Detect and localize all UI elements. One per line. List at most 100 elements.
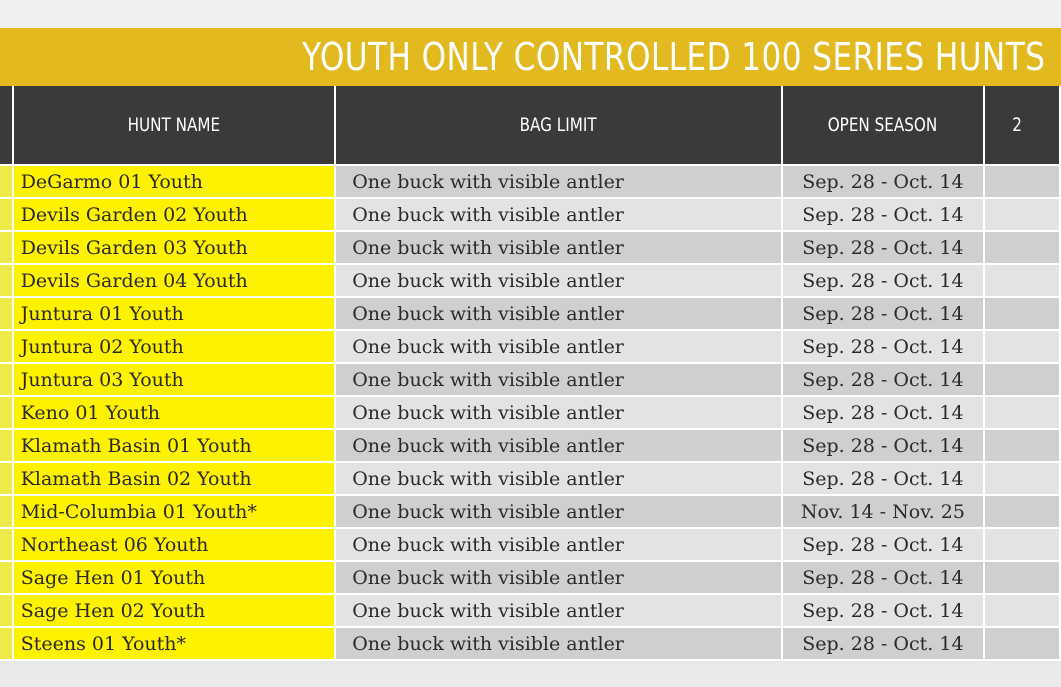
- open-season-cell: Sep. 28 - Oct. 14: [781, 198, 985, 232]
- table-row: Mid-Columbia 01 Youth* One buck with visi…: [0, 495, 1061, 529]
- column-header-unit: [0, 86, 14, 166]
- table-row: Steens 01 Youth* One buck with visible an…: [0, 627, 1061, 661]
- unit-cell: [0, 396, 14, 430]
- bag-limit-cell: One buck with visible antler: [335, 396, 783, 430]
- bag-limit-cell: One buck with visible antler: [335, 561, 783, 595]
- partial-cell: [983, 297, 1061, 331]
- partial-cell: [983, 264, 1061, 298]
- bag-limit-cell: One buck with visible antler: [335, 528, 783, 562]
- column-header-bag-limit: BAG LIMIT: [335, 86, 783, 166]
- hunt-name-cell: Devils Garden 03 Youth: [12, 231, 337, 265]
- open-season-cell: Sep. 28 - Oct. 14: [781, 594, 985, 628]
- column-header-hunt-name: HUNT NAME: [12, 86, 337, 166]
- table-row: Northeast 06 Youth One buck with visible …: [0, 528, 1061, 562]
- hunts-table: HUNT NAME BAG LIMIT OPEN SEASON 2 DeGarm…: [0, 86, 1061, 661]
- unit-cell: [0, 165, 14, 199]
- open-season-cell: Sep. 28 - Oct. 14: [781, 396, 985, 430]
- hunt-name-cell: Northeast 06 Youth: [12, 528, 337, 562]
- partial-cell: [983, 627, 1061, 661]
- hunt-name-cell: DeGarmo 01 Youth: [12, 165, 337, 199]
- bag-limit-cell: One buck with visible antler: [335, 363, 783, 397]
- hunt-name-cell: Steens 01 Youth*: [12, 627, 337, 661]
- partial-cell: [983, 165, 1061, 199]
- bag-limit-cell: One buck with visible antler: [335, 165, 783, 199]
- partial-cell: [983, 561, 1061, 595]
- open-season-cell: Sep. 28 - Oct. 14: [781, 330, 985, 364]
- open-season-cell: Sep. 28 - Oct. 14: [781, 363, 985, 397]
- hunts-table-container: HUNT NAME BAG LIMIT OPEN SEASON 2 DeGarm…: [0, 86, 1061, 661]
- hunt-name-cell: Klamath Basin 01 Youth: [12, 429, 337, 463]
- table-row: Sage Hen 01 Youth One buck with visible a…: [0, 561, 1061, 595]
- open-season-cell: Sep. 28 - Oct. 14: [781, 264, 985, 298]
- unit-cell: [0, 330, 14, 364]
- hunt-name-cell: Sage Hen 02 Youth: [12, 594, 337, 628]
- column-header-open-season: OPEN SEASON: [781, 86, 985, 166]
- hunt-name-cell: Juntura 01 Youth: [12, 297, 337, 331]
- partial-cell: [983, 495, 1061, 529]
- hunt-name-cell: Klamath Basin 02 Youth: [12, 462, 337, 496]
- bag-limit-cell: One buck with visible antler: [335, 462, 783, 496]
- hunt-name-cell: Devils Garden 02 Youth: [12, 198, 337, 232]
- unit-cell: [0, 495, 14, 529]
- unit-cell: [0, 297, 14, 331]
- table-row: DeGarmo 01 Youth One buck with visible an…: [0, 165, 1061, 199]
- table-header-row: HUNT NAME BAG LIMIT OPEN SEASON 2: [0, 86, 1061, 166]
- open-season-cell: Nov. 14 - Nov. 25: [781, 495, 985, 529]
- unit-cell: [0, 429, 14, 463]
- bag-limit-cell: One buck with visible antler: [335, 264, 783, 298]
- unit-cell: [0, 462, 14, 496]
- table-row: Juntura 01 Youth One buck with visible an…: [0, 297, 1061, 331]
- open-season-cell: Sep. 28 - Oct. 14: [781, 429, 985, 463]
- open-season-cell: Sep. 28 - Oct. 14: [781, 462, 985, 496]
- unit-cell: [0, 594, 14, 628]
- column-header-partial: 2: [983, 86, 1061, 166]
- table-row: Keno 01 Youth One buck with visible antle…: [0, 396, 1061, 430]
- bag-limit-cell: One buck with visible antler: [335, 627, 783, 661]
- bag-limit-cell: One buck with visible antler: [335, 297, 783, 331]
- open-season-cell: Sep. 28 - Oct. 14: [781, 561, 985, 595]
- open-season-cell: Sep. 28 - Oct. 14: [781, 165, 985, 199]
- hunt-name-cell: Keno 01 Youth: [12, 396, 337, 430]
- partial-cell: [983, 429, 1061, 463]
- top-margin: [0, 0, 1061, 28]
- title-bar: YOUTH ONLY CONTROLLED 100 SERIES HUNTS: [0, 28, 1061, 86]
- open-season-cell: Sep. 28 - Oct. 14: [781, 627, 985, 661]
- unit-cell: [0, 231, 14, 265]
- unit-cell: [0, 627, 14, 661]
- hunt-name-cell: Mid-Columbia 01 Youth*: [12, 495, 337, 529]
- partial-cell: [983, 462, 1061, 496]
- partial-cell: [983, 198, 1061, 232]
- bag-limit-cell: One buck with visible antler: [335, 231, 783, 265]
- bag-limit-cell: One buck with visible antler: [335, 495, 783, 529]
- partial-cell: [983, 528, 1061, 562]
- unit-cell: [0, 363, 14, 397]
- table-row: Devils Garden 04 Youth One buck with visi…: [0, 264, 1061, 298]
- bag-limit-cell: One buck with visible antler: [335, 198, 783, 232]
- open-season-cell: Sep. 28 - Oct. 14: [781, 528, 985, 562]
- partial-cell: [983, 231, 1061, 265]
- hunt-name-cell: Juntura 02 Youth: [12, 330, 337, 364]
- partial-cell: [983, 330, 1061, 364]
- open-season-cell: Sep. 28 - Oct. 14: [781, 297, 985, 331]
- unit-cell: [0, 198, 14, 232]
- table-row: Devils Garden 03 Youth One buck with visi…: [0, 231, 1061, 265]
- bag-limit-cell: One buck with visible antler: [335, 330, 783, 364]
- table-row: Juntura 03 Youth One buck with visible an…: [0, 363, 1061, 397]
- bag-limit-cell: One buck with visible antler: [335, 594, 783, 628]
- page-title: YOUTH ONLY CONTROLLED 100 SERIES HUNTS: [301, 35, 1045, 79]
- hunt-name-cell: Devils Garden 04 Youth: [12, 264, 337, 298]
- bag-limit-cell: One buck with visible antler: [335, 429, 783, 463]
- table-row: Devils Garden 02 Youth One buck with visi…: [0, 198, 1061, 232]
- partial-cell: [983, 396, 1061, 430]
- table-row: Klamath Basin 01 Youth One buck with visi…: [0, 429, 1061, 463]
- unit-cell: [0, 264, 14, 298]
- partial-cell: [983, 594, 1061, 628]
- hunt-name-cell: Juntura 03 Youth: [12, 363, 337, 397]
- table-row: Juntura 02 Youth One buck with visible an…: [0, 330, 1061, 364]
- open-season-cell: Sep. 28 - Oct. 14: [781, 231, 985, 265]
- hunt-name-cell: Sage Hen 01 Youth: [12, 561, 337, 595]
- table-row: Sage Hen 02 Youth One buck with visible a…: [0, 594, 1061, 628]
- unit-cell: [0, 561, 14, 595]
- table-row: Klamath Basin 02 Youth One buck with visi…: [0, 462, 1061, 496]
- partial-cell: [983, 363, 1061, 397]
